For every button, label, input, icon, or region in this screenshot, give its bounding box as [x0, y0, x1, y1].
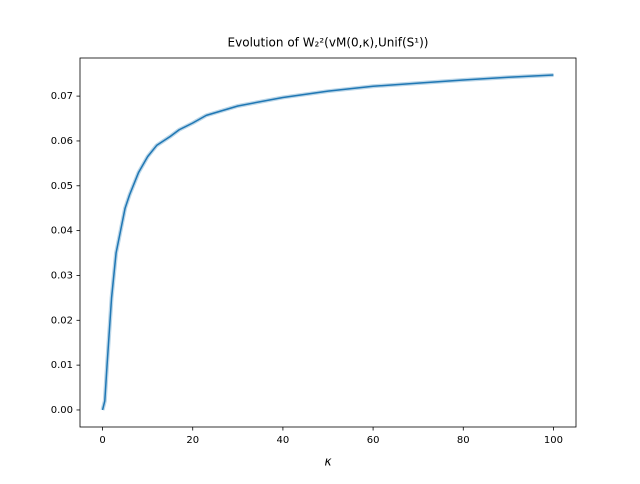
- x-tick-label: 80: [457, 435, 470, 446]
- y-tick-label: 0.01: [51, 360, 73, 371]
- y-tick-label: 0.07: [51, 91, 73, 102]
- chart-title: Evolution of W₂²(vM(0,κ),Unif(S¹)): [228, 36, 429, 50]
- y-tick-label: 0.05: [51, 181, 73, 192]
- y-tick-label: 0.00: [51, 405, 73, 416]
- x-tick-label: 100: [544, 435, 563, 446]
- line-band: [100, 73, 554, 411]
- line: [101, 74, 554, 411]
- x-tick-label: 20: [186, 435, 199, 446]
- y-tick-label: 0.02: [51, 315, 73, 326]
- y-tick-label: 0.03: [51, 270, 73, 281]
- x-tick-label: 60: [367, 435, 380, 446]
- plot-frame: [79, 57, 577, 428]
- x-tick-label: 40: [277, 435, 290, 446]
- x-axis-label: κ: [324, 455, 332, 469]
- y-tick-label: 0.04: [51, 226, 73, 237]
- x-tick-label: 0: [99, 435, 105, 446]
- y-tick-label: 0.06: [51, 136, 73, 147]
